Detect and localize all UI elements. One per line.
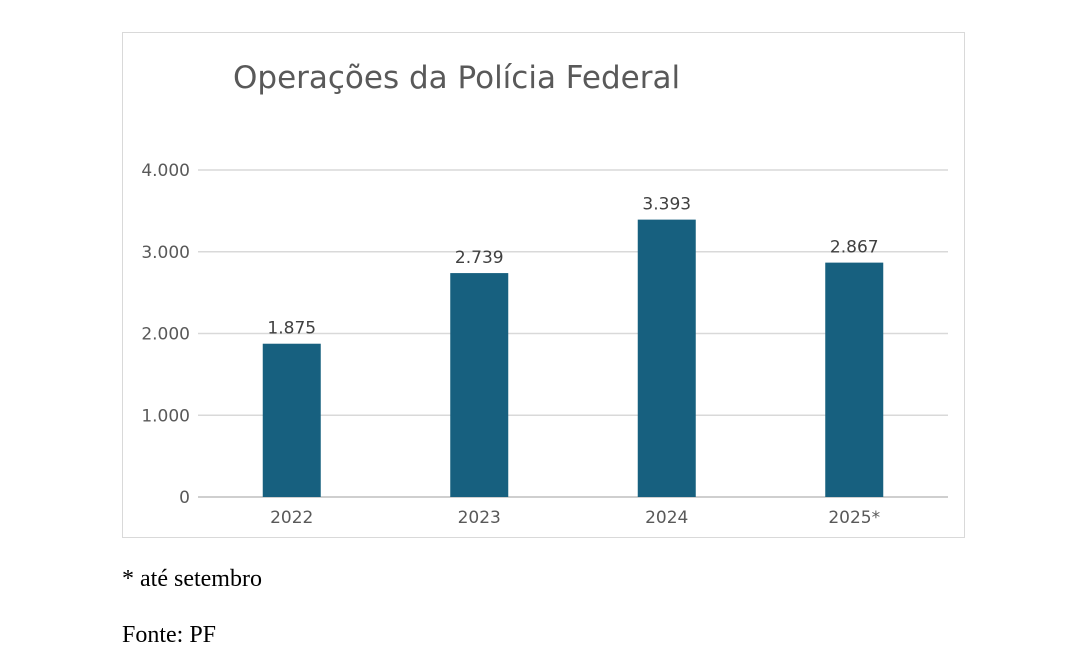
y-tick-label: 2.000 [141, 325, 190, 345]
data-label: 1.875 [267, 319, 316, 339]
data-label: 2.739 [455, 248, 504, 268]
source-note: Fonte: PF [122, 622, 217, 648]
x-tick-label: 2022 [270, 508, 313, 528]
x-tick-label: 2023 [458, 508, 501, 528]
bar [262, 343, 321, 497]
bar [450, 273, 509, 497]
y-tick-label: 0 [179, 488, 190, 508]
chart-title: Operações da Polícia Federal [233, 60, 681, 96]
y-tick-label: 4.000 [141, 161, 190, 181]
bar [825, 262, 884, 497]
footnote: * até setembro [122, 566, 262, 592]
y-tick-label: 3.000 [141, 243, 190, 263]
x-tick-label: 2024 [645, 508, 688, 528]
data-label: 3.393 [642, 195, 691, 215]
data-label: 2.867 [830, 238, 879, 258]
chart-frame [122, 32, 965, 538]
y-tick-label: 1.000 [141, 406, 190, 426]
bar [637, 219, 696, 497]
x-tick-label: 2025* [828, 508, 880, 528]
